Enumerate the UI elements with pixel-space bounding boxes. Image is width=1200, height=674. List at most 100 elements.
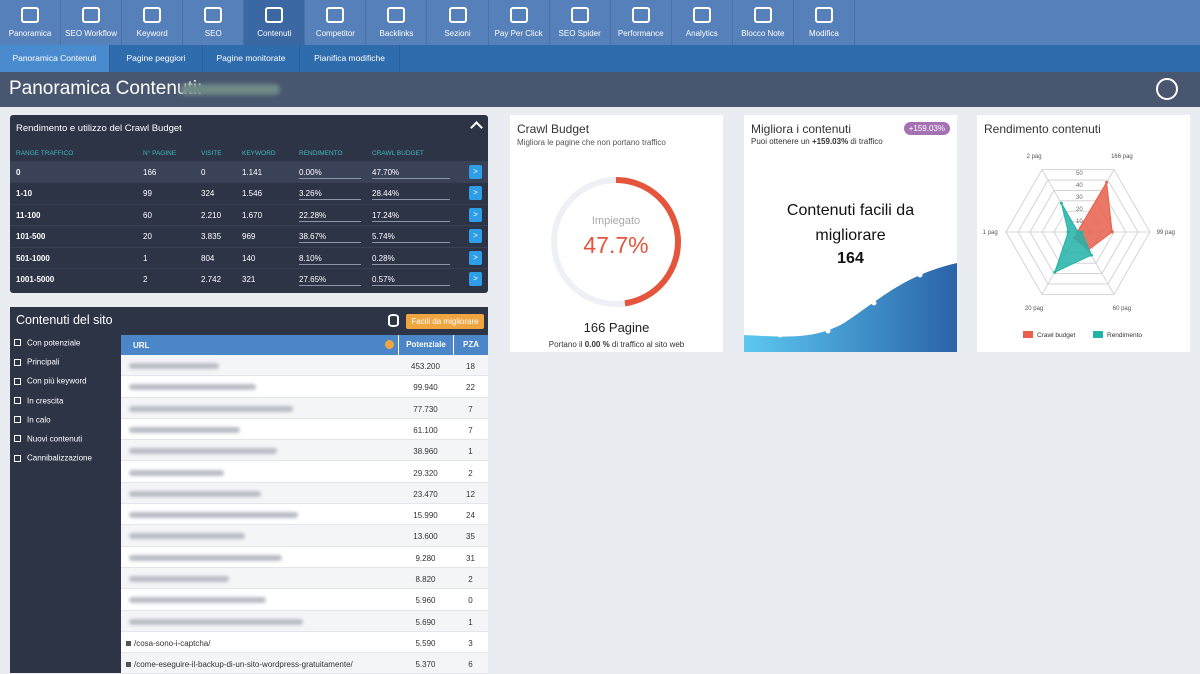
cell: 1 [143,253,148,263]
menu-item[interactable]: Nuovi contenuti [14,434,119,450]
nav-item[interactable]: Backlinks [366,0,428,45]
cell: 5.74% [372,232,395,242]
row-button[interactable]: > [469,250,482,265]
blurred-url [129,597,266,604]
nav-item[interactable]: Contenuti [244,0,306,45]
nav-item[interactable]: Keyword [122,0,184,45]
nav-item[interactable]: Analytics [672,0,733,45]
cell: 99 [143,189,152,199]
pages-count: 166 Pagine [583,320,650,335]
cell: 0.57% [372,275,395,284]
potenziale-cell: 5.590 [415,638,436,648]
nav-item[interactable]: SEO Spider [550,0,611,45]
potenziale-cell: 77.730 [413,404,438,414]
blurred-url [129,384,256,391]
menu-label: Principali [27,357,60,367]
nav-item[interactable]: Competitor [305,0,367,45]
url-cell[interactable]: /come-eseguire-il-backup-di-un-sito-word… [126,660,353,669]
count: 164 [837,250,864,267]
url: /cosa-sono-i-captcha/ [134,638,211,648]
sub-nav-item[interactable]: Pianifica modifiche [300,45,400,72]
row-button[interactable]: > [469,272,482,286]
column-header: N° PAGINE [143,150,177,157]
table-row: 5.960 0 [121,589,488,611]
note-text: di traffico al sito web [609,340,685,349]
nav-item[interactable]: Modifica [794,0,855,45]
nav-item[interactable]: Sezioni [428,0,489,45]
collapse-button[interactable] [470,121,483,134]
cell: 321 [242,275,256,284]
nav-icon [387,7,406,23]
cell: 2 [143,275,148,284]
radar-point [1110,230,1114,234]
menu-item[interactable]: In calo [14,415,119,431]
url-cell[interactable]: /cosa-sono-i-captcha/ [126,639,210,648]
cell-underline [372,242,450,244]
column-header: VISITE [201,150,222,157]
row-button[interactable]: > [469,207,482,222]
cell-underline [299,263,361,265]
nav-item[interactable]: SEO Workflow [61,0,123,45]
blurred-domain [180,84,280,95]
nav-label: Panoramica [8,29,52,38]
blurred-url [129,469,224,476]
nav-label: Keyword [136,29,168,38]
sub-nav-item[interactable]: Pagine peggiori [110,45,203,72]
pza-cell: 31 [466,553,475,563]
radar-card: Rendimento contenuti 10 20 30 40 50 166 pag 99 … [977,115,1190,352]
menu-icon [14,377,21,385]
nav-label: Competitor [315,29,355,38]
cell: 1.546 [242,189,263,199]
nav-item[interactable]: SEO [183,0,245,45]
subtitle-text: Puoi ottenere un [751,137,812,146]
sub-nav-label: Pianifica modifiche [314,53,385,63]
table-row: 29.320 2 [121,461,488,483]
r-tick-label: 50 [1076,171,1083,177]
lock-icon [126,662,131,668]
sub-nav-item[interactable]: Pagine monitorate [203,45,300,72]
row-button[interactable]: > [469,186,482,201]
blurred-url [129,363,219,369]
cell: 140 [242,253,256,263]
sub-nav-item[interactable]: Panoramica Contenuti [0,45,110,72]
blurred-url [129,426,240,433]
db-icon [388,314,399,327]
menu-label: Cannibalizzazione [27,453,92,463]
sub-nav-label: Pagine monitorate [216,53,286,63]
sort-icon[interactable] [385,340,394,349]
nav-item[interactable]: Blocco Note [733,0,794,45]
cell-underline [372,263,450,265]
r-tick-label: 10 [1076,219,1083,225]
menu-item[interactable]: Cannibalizzazione [14,453,119,469]
row-button[interactable]: > [469,229,482,244]
url: /come-eseguire-il-backup-di-un-sito-word… [134,660,353,670]
potenziale-cell: 9.280 [415,553,436,563]
nav-item[interactable]: Pay Per Click [489,0,550,45]
gauge-arc [615,177,681,307]
cell: 1.141 [242,168,263,177]
menu-label: In calo [27,415,51,425]
badge: +159.03% [903,122,950,135]
menu-icon [14,435,21,443]
nav-item[interactable]: Panoramica [0,0,62,45]
menu-icon [14,396,21,404]
table-row: 1001-5000 2 2.742 321 27.65% 0.57% > [10,268,488,289]
play-button[interactable] [1156,78,1178,100]
potenziale-cell: 38.960 [413,447,438,457]
card-subtitle: Migliora le pagine che non portano traff… [517,138,666,147]
gauge: Impiegato 47.7% [551,177,681,307]
filter-button[interactable]: Facili da migliorare [406,314,484,329]
table-row: /cosa-sono-i-captcha/5.590 3 [121,631,488,654]
radar-chart: 10 20 30 40 50 166 pag 99 pag 60 pag 20 pag 1 pag… [983,154,1175,339]
headline: Contenuti facili da migliorare [786,202,915,244]
row-button[interactable]: > [469,165,482,179]
menu-item[interactable]: Principali [14,357,119,373]
menu-item[interactable]: Con più keyword [14,376,119,392]
table-row: 453.200 18 [121,355,488,377]
menu-item[interactable]: In crescita [14,396,119,412]
improve-card: Migliora i contenuti +159.03% Puoi ottener… [744,115,957,352]
nav-item[interactable]: Performance [611,0,672,45]
cell: 60 [143,210,152,220]
pza-cell: 7 [468,425,473,435]
menu-item[interactable]: Con potenziale [14,338,119,354]
